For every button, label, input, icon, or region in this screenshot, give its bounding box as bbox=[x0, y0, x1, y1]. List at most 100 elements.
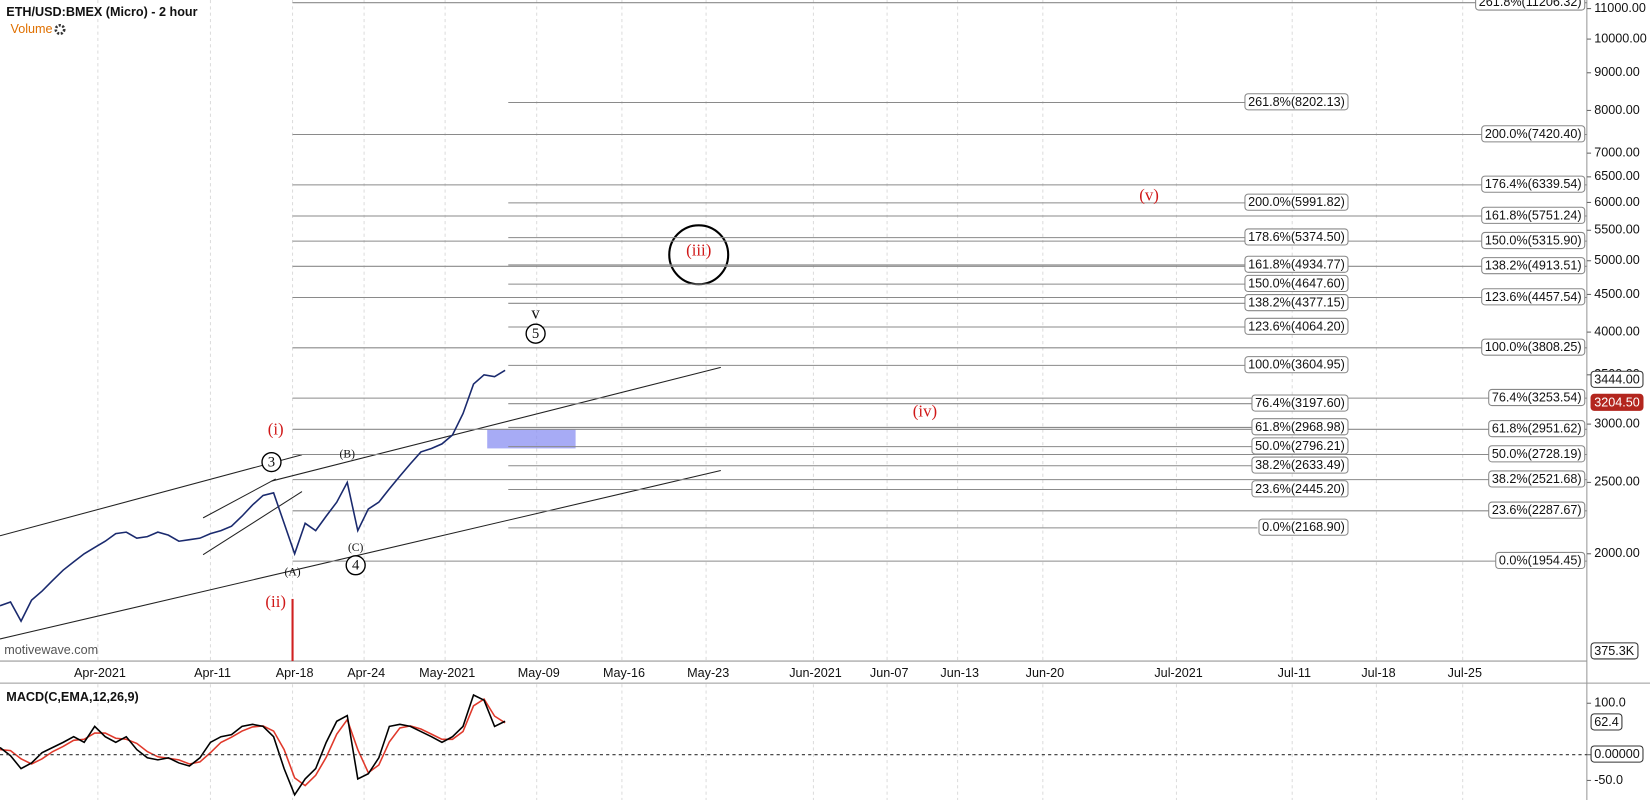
label-box bbox=[1244, 228, 1349, 246]
wave-label: 3 bbox=[268, 455, 275, 471]
label-box bbox=[1481, 206, 1586, 224]
label-box bbox=[1481, 175, 1586, 193]
fib-label: 38.2%(2633.49) bbox=[1255, 458, 1345, 472]
marks: (i) (ii) (iii) (iv) (v) 3 4 5 v (A) (B) (C) bbox=[0, 186, 1159, 797]
wave-label: (iv) bbox=[913, 401, 937, 420]
watermark: motivewave.com bbox=[4, 643, 98, 657]
x-tick-label: Apr-18 bbox=[276, 666, 314, 680]
macd-last-value: 62.4 bbox=[1594, 715, 1619, 729]
fib-label: 161.8%(4934.77) bbox=[1248, 257, 1345, 271]
label-box bbox=[1481, 257, 1586, 275]
label-box bbox=[1590, 745, 1644, 763]
macd-y-tick-label: -50.0 bbox=[1594, 773, 1623, 787]
label-box bbox=[1251, 480, 1349, 498]
x-tick-label: Jul-25 bbox=[1448, 666, 1482, 680]
target-zone bbox=[487, 429, 576, 449]
label-box bbox=[1590, 642, 1639, 660]
fib-label: 200.0%(5991.82) bbox=[1248, 195, 1345, 209]
label-box bbox=[1251, 437, 1349, 455]
label-box bbox=[1590, 393, 1644, 411]
label-box bbox=[1244, 274, 1349, 293]
wave-circle bbox=[525, 323, 546, 344]
price-line bbox=[0, 369, 506, 623]
wave-circle bbox=[345, 555, 366, 576]
volume-badge: 375.3K bbox=[1594, 644, 1635, 658]
wave-label: (ii) bbox=[265, 592, 286, 611]
y-tick-label: 6000.00 bbox=[1594, 195, 1640, 209]
label-box bbox=[1488, 388, 1586, 407]
y-tick-label: 2500.00 bbox=[1594, 475, 1640, 489]
x-tick-label: May-16 bbox=[603, 666, 645, 680]
label-box bbox=[1590, 370, 1644, 388]
label-box bbox=[1590, 713, 1623, 731]
y-tick-label: 5500.00 bbox=[1594, 223, 1640, 237]
fib-label: 123.6%(4457.54) bbox=[1485, 290, 1582, 304]
fib-label: 0.0%(1954.45) bbox=[1499, 553, 1582, 567]
y-tick-label: 2000.00 bbox=[1594, 546, 1640, 560]
fib-label: 100.0%(3604.95) bbox=[1248, 358, 1345, 372]
wave-label: v bbox=[531, 304, 540, 323]
fib-label: 176.4%(6339.54) bbox=[1485, 177, 1582, 191]
wave-label: 5 bbox=[532, 326, 539, 342]
x-tick-label: Apr-11 bbox=[194, 666, 231, 680]
y-tick-label: 7000.00 bbox=[1594, 145, 1640, 159]
marker-price-badge: 3444.00 bbox=[1594, 372, 1640, 386]
fib-label: 150.0%(4647.60) bbox=[1248, 276, 1345, 290]
channel-lines bbox=[0, 366, 721, 640]
fib-label: 76.4%(3253.54) bbox=[1492, 390, 1582, 404]
label-box bbox=[1244, 294, 1349, 312]
wave-label: (C) bbox=[348, 541, 364, 554]
label-box bbox=[1481, 288, 1586, 306]
x-tick-label: Jul-11 bbox=[1278, 666, 1311, 680]
y-tick-label: 5000.00 bbox=[1594, 253, 1640, 267]
x-tick-label: Jul-2021 bbox=[1154, 666, 1202, 680]
fib-label: 150.0%(5315.90) bbox=[1485, 233, 1582, 247]
y-tick-label: 4500.00 bbox=[1594, 287, 1640, 301]
wave-circle bbox=[261, 451, 282, 473]
wave-label: (B) bbox=[340, 447, 356, 460]
fib-label: 0.0%(2168.90) bbox=[1262, 520, 1345, 534]
fib-label: 261.8%(8202.13) bbox=[1248, 95, 1345, 109]
fib-label: 100.0%(3808.25) bbox=[1485, 340, 1582, 354]
x-tick-label: May-2021 bbox=[419, 666, 475, 680]
wave-label: (A) bbox=[285, 565, 301, 578]
y-tick-label: 4000.00 bbox=[1594, 324, 1640, 338]
x-tick-label: Jul-18 bbox=[1361, 666, 1395, 680]
y-tick-label: 10000.00 bbox=[1594, 31, 1647, 45]
fib-label: 61.8%(2968.98) bbox=[1255, 420, 1345, 434]
label-box bbox=[1481, 231, 1586, 250]
y-tick-label: 6500.00 bbox=[1594, 169, 1640, 183]
y-tick-label: 3000.00 bbox=[1594, 416, 1640, 430]
label-box bbox=[1244, 193, 1349, 211]
fib-label: 23.6%(2445.20) bbox=[1255, 482, 1345, 496]
fib-label: 261.8%(11206.32) bbox=[1479, 0, 1582, 9]
fib-label: 123.6%(4064.20) bbox=[1248, 319, 1345, 333]
label-box bbox=[1481, 338, 1586, 356]
last-price-badge: 3204.50 bbox=[1594, 395, 1640, 409]
chart-title: ETH/USD:BMEX (Micro) - 2 hour bbox=[6, 5, 197, 19]
wave-label: 4 bbox=[352, 558, 360, 574]
fib-label: 76.4%(3197.60) bbox=[1255, 396, 1345, 410]
wave-label: (v) bbox=[1139, 186, 1159, 205]
label-box bbox=[1488, 501, 1586, 519]
label-box bbox=[1488, 470, 1586, 488]
x-tick-label: Apr-2021 bbox=[74, 666, 126, 680]
wave-label: (i) bbox=[268, 419, 284, 438]
label-box bbox=[1258, 518, 1349, 536]
label-box bbox=[1488, 420, 1586, 438]
fib-label: 138.2%(4377.15) bbox=[1248, 296, 1345, 310]
label-box bbox=[1244, 255, 1349, 273]
fib-label: 138.2%(4913.51) bbox=[1485, 259, 1582, 273]
fib-label: 50.0%(2728.19) bbox=[1492, 447, 1582, 461]
fib-label: 200.0%(7420.40) bbox=[1485, 127, 1582, 141]
settings-icon[interactable] bbox=[54, 23, 66, 35]
x-tick-label: May-23 bbox=[687, 666, 729, 680]
x-tick-label: Jun-13 bbox=[940, 666, 979, 680]
fib-label: 178.6%(5374.50) bbox=[1248, 230, 1345, 244]
fib-label: 38.2%(2521.68) bbox=[1492, 472, 1582, 486]
macd-y-tick-label: 0.00000 bbox=[1594, 747, 1640, 761]
fib-label: 50.0%(2796.21) bbox=[1255, 439, 1345, 453]
